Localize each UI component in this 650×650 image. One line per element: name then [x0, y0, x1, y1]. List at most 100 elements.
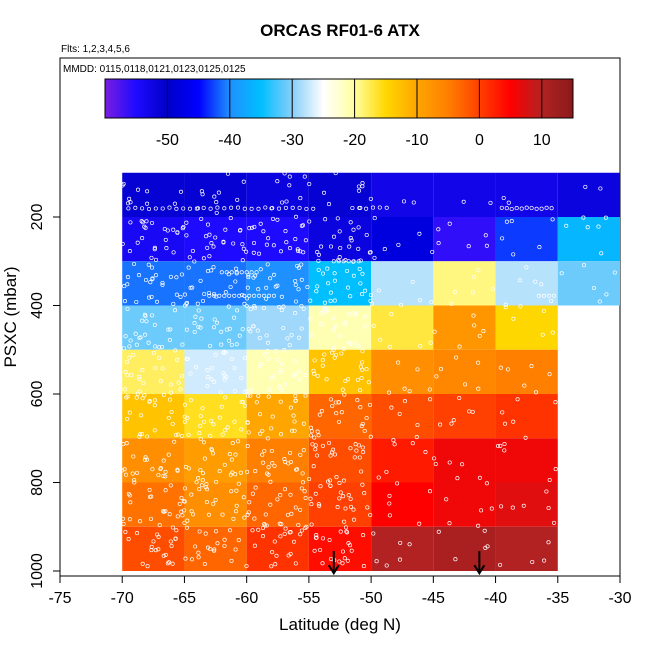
flight-point: [283, 526, 288, 531]
flight-point: [242, 206, 247, 211]
flight-point: [320, 358, 325, 363]
flight-point: [337, 255, 342, 260]
flight-point: [146, 262, 151, 267]
x-tick-label: -55: [297, 590, 320, 607]
flight-point: [359, 375, 364, 381]
flight-point: [397, 411, 402, 416]
heatmap-cell: [371, 217, 434, 262]
flight-point: [362, 314, 367, 319]
flight-point: [262, 448, 267, 454]
flight-point: [132, 480, 137, 485]
flight-point: [331, 316, 336, 321]
flight-point: [302, 489, 307, 494]
heatmap-cell: [371, 394, 434, 439]
flight-point: [235, 205, 241, 210]
flight-point: [278, 399, 283, 404]
flight-point: [206, 512, 211, 517]
flight-point: [166, 415, 171, 420]
flight-point: [328, 397, 333, 402]
flight-point: [299, 262, 304, 267]
heatmap-cell: [557, 172, 620, 217]
flight-point: [200, 478, 205, 483]
flight-point: [264, 296, 269, 301]
flight-point: [433, 461, 438, 467]
flight-point: [270, 414, 275, 419]
flight-point: [596, 224, 601, 229]
flight-point: [359, 424, 364, 429]
flight-point: [299, 486, 304, 491]
flight-point: [215, 205, 220, 210]
flight-point: [301, 306, 306, 311]
flight-point: [407, 542, 412, 547]
x-tick-label: -35: [546, 590, 569, 607]
flight-point: [547, 477, 552, 483]
flight-point: [186, 265, 191, 270]
flight-point: [180, 342, 185, 347]
flight-point: [342, 392, 347, 397]
flight-point: [471, 313, 476, 318]
flight-point: [142, 224, 147, 229]
flight-point: [338, 529, 343, 534]
flight-point: [192, 259, 197, 264]
flight-point: [246, 393, 251, 398]
flight-point: [343, 506, 348, 511]
flight-point: [256, 393, 261, 398]
flight-point: [156, 534, 161, 539]
flight-point: [347, 244, 352, 249]
flight-point: [292, 428, 297, 433]
flight-point: [211, 244, 216, 249]
flight-point: [253, 469, 258, 474]
flight-point: [315, 250, 320, 255]
flight-point: [331, 327, 336, 332]
flight-point: [346, 377, 351, 382]
flight-point: [145, 189, 150, 194]
flight-point: [208, 433, 213, 438]
flight-point: [126, 537, 131, 542]
flight-point: [529, 205, 534, 211]
flight-point: [301, 421, 306, 426]
flight-point: [212, 194, 217, 199]
flight-point: [417, 231, 422, 236]
x-axis: -75 -70 -65 -60 -55 -50 -45 -40 -35 -30: [48, 575, 632, 607]
flight-point: [242, 301, 247, 306]
flight-point: [128, 200, 133, 205]
flight-point: [130, 471, 135, 476]
flight-point: [282, 348, 287, 353]
flight-point: [329, 450, 335, 455]
flight-point: [332, 355, 337, 360]
flight-point: [410, 441, 415, 446]
heatmap-cell: [246, 305, 309, 350]
flight-point: [222, 293, 227, 298]
flight-point: [356, 246, 361, 251]
flight-point: [331, 345, 337, 350]
flight-point: [291, 413, 296, 418]
flight-point: [205, 487, 210, 492]
flight-point: [358, 281, 363, 286]
flight-point: [152, 322, 157, 327]
flight-point: [137, 389, 142, 394]
flight-point: [120, 468, 125, 473]
flight-point: [253, 273, 258, 278]
flight-point: [511, 252, 516, 257]
flight-point: [447, 460, 452, 465]
flight-point: [149, 294, 154, 299]
heatmap-cell: [122, 172, 185, 217]
flight-point: [223, 350, 228, 355]
flight-point: [177, 501, 182, 506]
heatmap-cell: [122, 438, 185, 483]
flight-point: [344, 530, 350, 535]
flight-point: [239, 375, 244, 380]
flight-point: [256, 527, 261, 532]
colorbar-gradient: [104, 78, 574, 119]
flight-point: [269, 448, 274, 454]
flight-point: [407, 389, 412, 394]
flight-point: [428, 340, 433, 345]
flight-point: [304, 524, 309, 529]
flight-point: [364, 232, 369, 238]
heatmap-cell: [433, 349, 496, 394]
flight-point: [121, 521, 126, 526]
flight-point: [597, 299, 602, 304]
flight-point: [322, 306, 327, 311]
flight-point: [505, 367, 511, 372]
flight-point: [351, 273, 356, 278]
